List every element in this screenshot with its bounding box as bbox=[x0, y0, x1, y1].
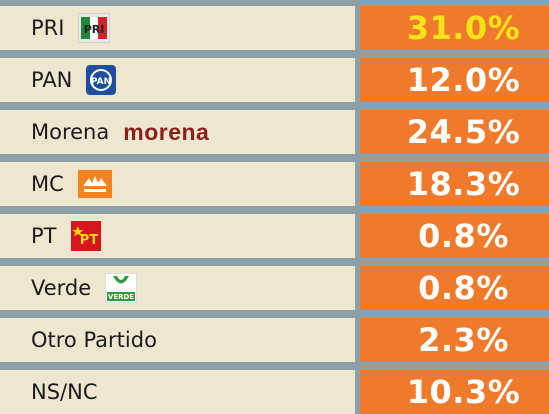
value-cell: 2.3% bbox=[360, 318, 549, 362]
table-row: Verde VERDE 0.8% bbox=[0, 266, 549, 310]
value-cell: 0.8% bbox=[360, 214, 549, 258]
party-cell: MC bbox=[0, 162, 355, 206]
pt-logo-icon: PT bbox=[70, 221, 101, 251]
pri-logo-icon: PRI bbox=[78, 13, 111, 43]
party-name: PAN bbox=[31, 68, 73, 92]
table-row: PAN PAN 12.0% bbox=[0, 58, 549, 102]
table-row: NS/NC 10.3% bbox=[0, 370, 549, 414]
value-cell: 12.0% bbox=[360, 58, 549, 102]
verde-logo-text: VERDE bbox=[108, 293, 134, 301]
value-cell: 0.8% bbox=[360, 266, 549, 310]
party-cell: NS/NC bbox=[0, 370, 355, 414]
table-row: Otro Partido 2.3% bbox=[0, 318, 549, 362]
value-label: 24.5% bbox=[406, 113, 521, 151]
value-cell: 18.3% bbox=[360, 162, 549, 206]
party-cell: PT PT bbox=[0, 214, 355, 258]
value-cell: 10.3% bbox=[360, 370, 549, 414]
value-cell: 24.5% bbox=[360, 110, 549, 154]
party-name: NS/NC bbox=[31, 380, 98, 404]
value-cell: 31.0% bbox=[360, 6, 549, 50]
table-row: PT PT 0.8% bbox=[0, 214, 549, 258]
value-label: 10.3% bbox=[406, 373, 521, 411]
party-name: Otro Partido bbox=[31, 328, 157, 352]
party-name: Verde bbox=[31, 276, 92, 300]
pt-logo-text: PT bbox=[79, 233, 98, 248]
svg-text:PRI: PRI bbox=[84, 23, 105, 36]
value-label: 2.3% bbox=[418, 321, 509, 359]
party-cell: PRI PRI bbox=[0, 6, 355, 50]
morena-logo-icon: morena bbox=[123, 118, 210, 145]
party-name: MC bbox=[31, 172, 64, 196]
value-label: 31.0% bbox=[406, 9, 521, 47]
mc-logo-icon bbox=[77, 170, 112, 198]
table-row: Morena morena 24.5% bbox=[0, 110, 549, 154]
party-cell: PAN PAN bbox=[0, 58, 355, 102]
party-name: Morena bbox=[31, 120, 110, 144]
value-label: 18.3% bbox=[406, 165, 521, 203]
value-label: 0.8% bbox=[418, 217, 509, 255]
table-row: MC 18.3% bbox=[0, 162, 549, 206]
value-label: 12.0% bbox=[406, 61, 521, 99]
party-name: PT bbox=[31, 224, 57, 248]
verde-logo-icon: VERDE bbox=[105, 273, 138, 303]
svg-text:PAN: PAN bbox=[91, 77, 111, 87]
party-cell: Morena morena bbox=[0, 110, 355, 154]
table-row: PRI PRI 31.0% bbox=[0, 6, 549, 50]
pan-logo-icon: PAN bbox=[86, 65, 117, 95]
party-cell: Verde VERDE bbox=[0, 266, 355, 310]
value-label: 0.8% bbox=[418, 269, 509, 307]
party-cell: Otro Partido bbox=[0, 318, 355, 362]
party-name: PRI bbox=[31, 16, 65, 40]
